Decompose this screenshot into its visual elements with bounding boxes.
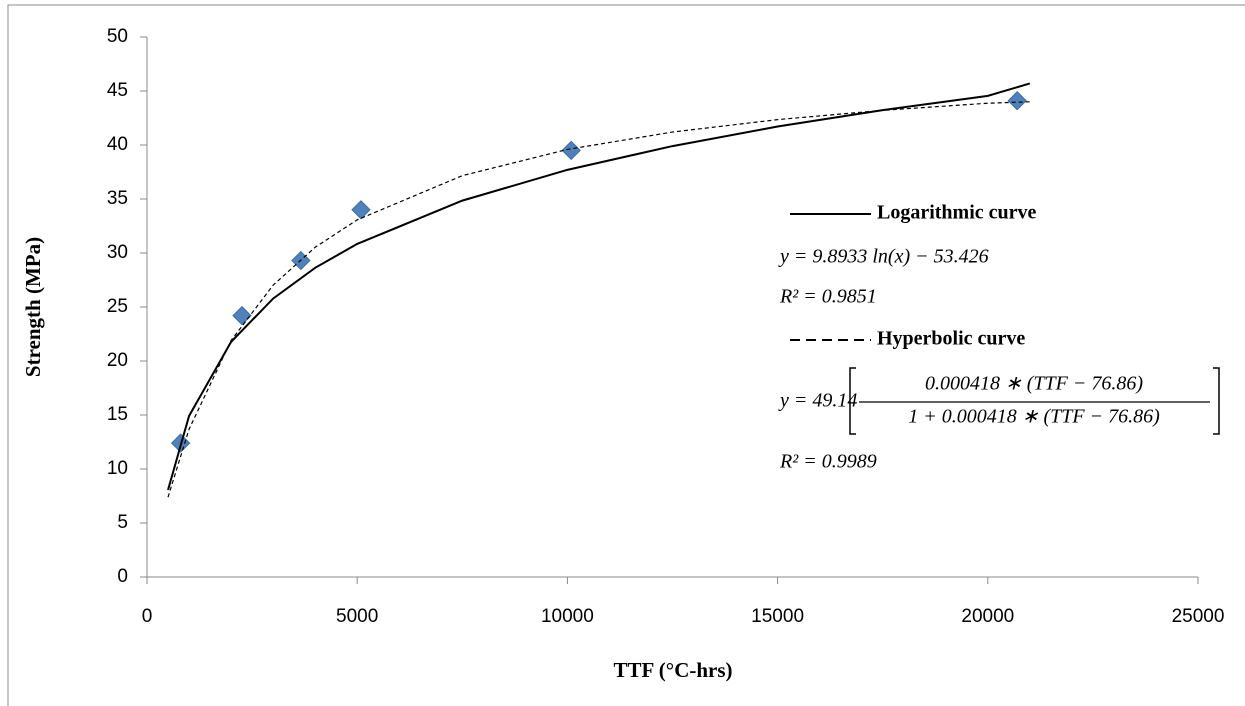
r-squared: R² = 0.9989 [779, 451, 877, 473]
data-point [232, 305, 252, 326]
y-tick-label: 50 [107, 26, 128, 47]
y-tick-label: 25 [107, 296, 128, 317]
x-tick-label: 10000 [541, 606, 594, 627]
y-tick-label: 35 [107, 188, 128, 209]
chart-frame [7, 4, 1245, 706]
x-tick-label: 5000 [336, 606, 378, 627]
data-point [1007, 91, 1027, 111]
y-tick-label: 15 [107, 404, 128, 425]
data-point [561, 140, 581, 161]
y-tick-label: 30 [107, 242, 128, 263]
curve [167, 82, 1031, 491]
equation: y = 49.14 [778, 390, 857, 412]
y-axis-title: Strength (MPa) [21, 237, 45, 377]
legend-label: Logarithmic curve [877, 202, 1037, 224]
equation: 0.000418 ∗ (TTF − 76.86) [925, 373, 1143, 395]
curve [167, 101, 1030, 498]
y-tick-label: 5 [117, 512, 128, 533]
y-tick-label: 10 [107, 458, 128, 479]
x-tick-label: 20000 [961, 606, 1014, 627]
equation: 1 + 0.000418 ∗ (TTF − 76.86) [908, 406, 1160, 428]
x-tick-label: 15000 [751, 606, 804, 627]
r-squared: R² = 0.9851 [779, 286, 877, 308]
x-axis-title: TTF (°C-hrs) [613, 658, 732, 682]
y-tick-label: 0 [117, 566, 128, 587]
legend-label: Hyperbolic curve [877, 328, 1025, 350]
equation: y = 9.8933 ln(x) − 53.426 [778, 246, 989, 268]
y-tick-label: 45 [107, 80, 128, 101]
y-tick-label: 40 [107, 134, 128, 155]
x-tick-label: 0 [142, 606, 153, 627]
y-tick-label: 20 [107, 350, 128, 371]
x-tick-label: 25000 [1172, 606, 1225, 627]
data-point [351, 200, 371, 220]
bracket [849, 367, 1220, 435]
